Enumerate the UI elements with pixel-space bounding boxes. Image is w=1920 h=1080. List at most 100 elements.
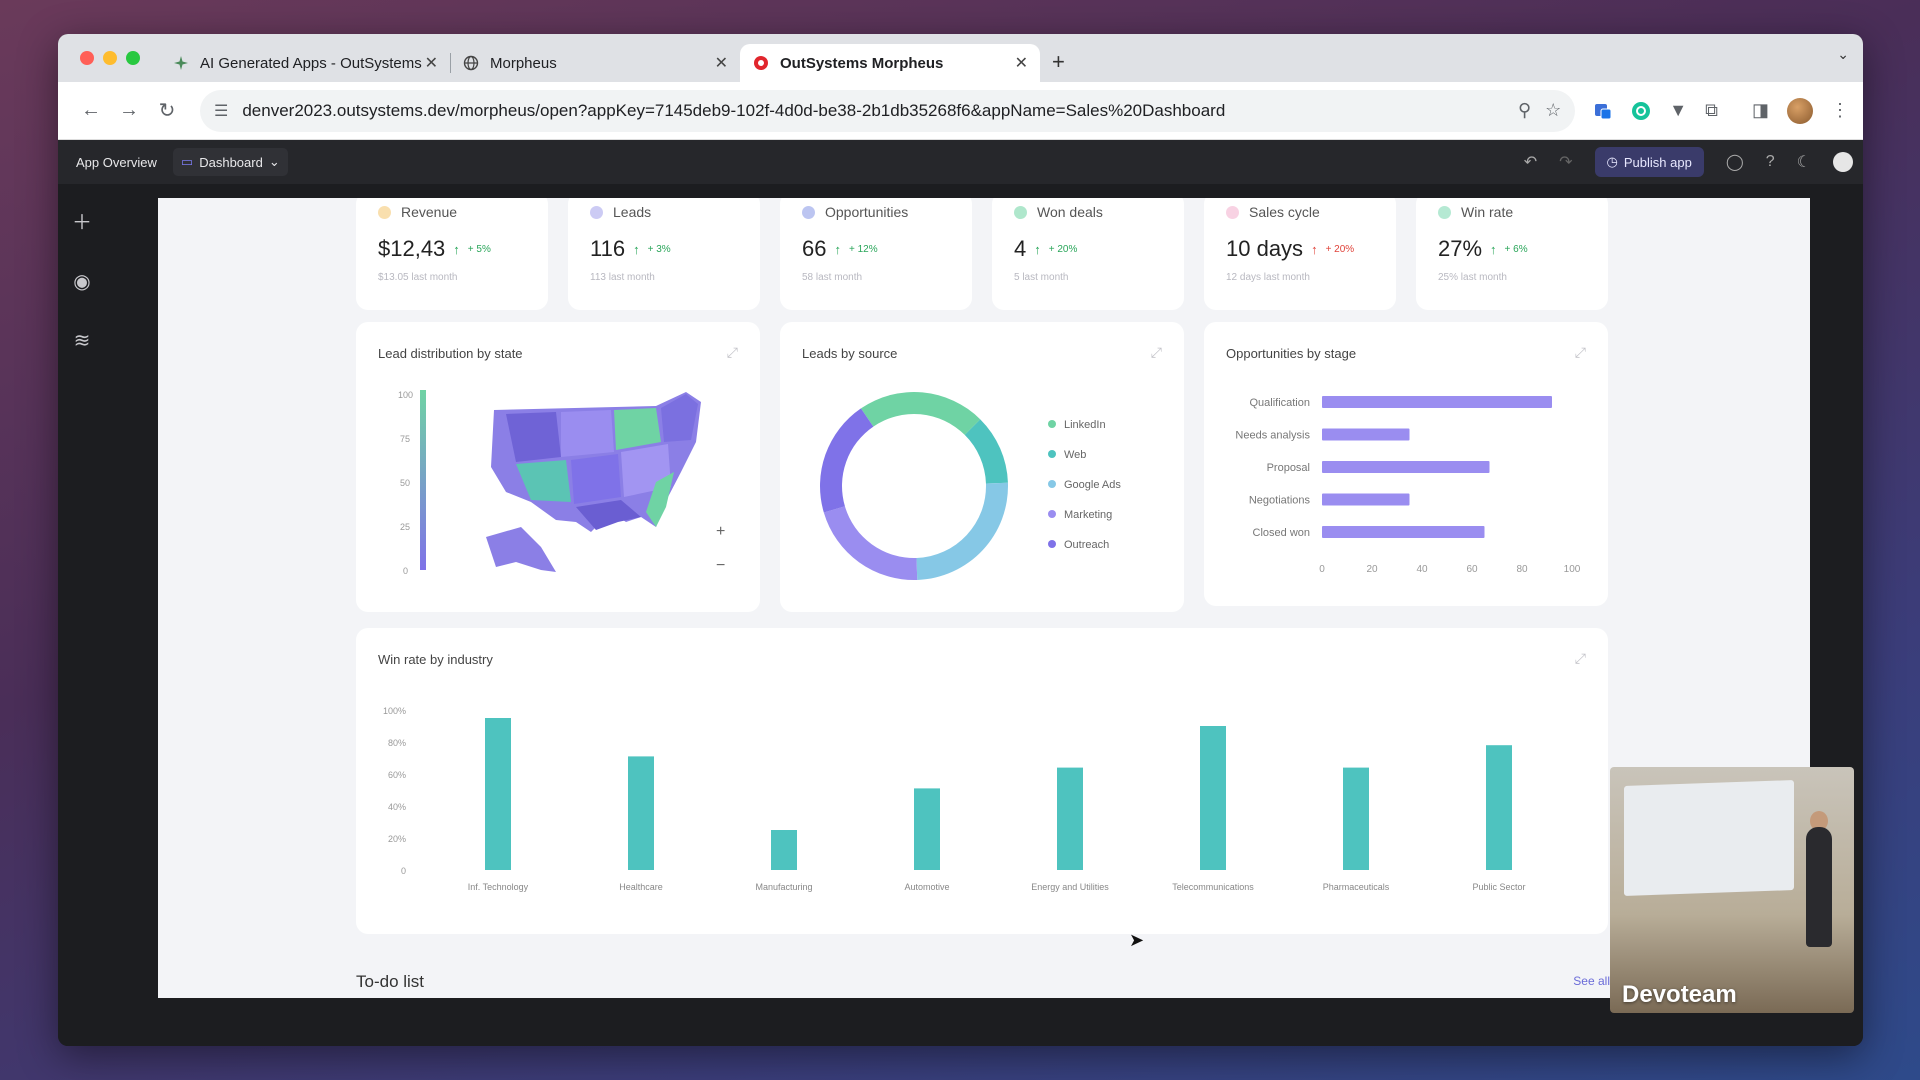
kpi-change: + 20% [1325,243,1355,255]
extension-translate-icon[interactable] [1593,101,1613,121]
close-icon[interactable]: ✕ [714,55,728,72]
kpi-previous: 25% last month [1438,272,1507,283]
layers-icon[interactable]: ≋ [73,330,91,352]
y-tick-label: 20% [388,834,406,844]
tab-label: Morpheus [490,54,557,72]
bar[interactable] [1486,745,1512,870]
window-controls [80,51,140,65]
x-tick-label: 60 [1466,564,1478,575]
tab-ai-generated-apps[interactable]: AI Generated Apps - OutSystems ✕ [160,44,450,82]
kpi-previous: $13.05 last month [378,272,458,283]
bar[interactable] [485,718,511,870]
see-all-link[interactable]: See all [1573,974,1610,988]
bar[interactable] [914,788,940,870]
x-tick-label: 100 [1564,564,1581,575]
arrow-up-icon: ↑ [1311,241,1318,257]
undo-icon[interactable]: ↶ [1523,154,1538,171]
kpi-change: + 12% [848,243,878,255]
tab-outsystems-morpheus[interactable]: OutSystems Morpheus ✕ [740,44,1040,82]
bar[interactable] [771,830,797,870]
scale-tick: 100 [398,390,413,400]
kpi-value: 10 days [1226,236,1304,261]
legend-label: LinkedIn [1064,419,1106,431]
reload-button[interactable]: ↻ [158,100,176,122]
bar[interactable] [1343,767,1369,870]
extensions-puzzle-icon[interactable]: ⧉ [1705,100,1718,120]
kpi-label: Revenue [401,204,458,220]
donut-slice[interactable] [964,419,1008,484]
kpi-previous: 58 last month [802,272,863,283]
card-title: Opportunities by stage [1226,346,1357,361]
bar[interactable] [1322,428,1410,441]
scale-tick: 50 [400,478,410,488]
kpi-icon [1014,205,1027,219]
help-icon[interactable]: ? [1765,153,1775,170]
expand-icon[interactable]: ⤢ [1150,344,1162,360]
back-button[interactable]: ← [81,99,101,121]
donut-slice[interactable] [860,392,981,435]
kpi-card: Sales cycle 10 days ↑ + 20% 12 days last mon… [1204,198,1396,310]
profile-avatar[interactable] [1787,97,1813,124]
zoom-icon[interactable]: ⚲ [1517,100,1532,120]
preview-eye-icon[interactable]: ◉ [73,271,91,293]
minimize-window-button[interactable] [103,51,117,65]
us-states-map[interactable] [486,392,701,572]
browser-window: AI Generated Apps - OutSystems ✕ Morpheu… [58,34,1863,1046]
side-panel-icon[interactable]: ◨ [1751,100,1769,120]
kpi-icon [802,205,815,219]
close-window-button[interactable] [80,51,94,65]
browser-menu-icon[interactable]: ⋮ [1831,100,1849,120]
bar[interactable] [1057,767,1083,870]
expand-icon[interactable]: ⤢ [726,344,738,360]
map-zoom-out-button[interactable]: − [716,557,725,574]
donut-slice[interactable] [916,482,1008,580]
app-overview-button[interactable]: App Overview [76,154,157,170]
donut-slice[interactable] [823,506,918,580]
tab-morpheus[interactable]: Morpheus ✕ [450,44,740,82]
kpi-label: Opportunities [825,204,909,220]
kpi-value: 4 [1014,236,1027,261]
add-icon[interactable]: ＋ [72,212,92,234]
tab-search-icon[interactable]: ⌄ [1837,46,1849,62]
win-rate-by-industry-card: Win rate by industry ⤢ 0 20% 40% 60% 80% 100%… [356,628,1608,934]
url-field[interactable]: ☰ denver2023.outsystems.dev/morpheus/ope… [200,89,1576,132]
category-label: Needs analysis [1235,430,1310,442]
expand-icon[interactable]: ⤢ [1574,650,1586,666]
map-zoom-in-button[interactable]: + [716,523,725,540]
bar[interactable] [1322,396,1552,408]
bar[interactable] [1200,726,1226,870]
publish-app-button[interactable]: ◷ Publish app [1594,147,1704,177]
publish-label: Publish app [1623,154,1692,170]
card-title: Leads by source [802,346,898,361]
tab-label: AI Generated Apps - OutSystems [200,54,422,72]
bookmark-star-icon[interactable]: ☆ [1545,100,1562,120]
app-toolbar: App Overview ▭ Dashboard ⌄ ↶ ↷ ◷ Publish… [58,140,1863,184]
bar[interactable] [1322,493,1410,506]
donut-chart: LinkedIn Web Google Ads Marketing Outreach [820,392,1121,580]
category-label: Closed won [1253,527,1310,539]
vpn-extension-icon[interactable]: ▼ [1669,100,1688,120]
chat-icon[interactable]: ◯ [1725,154,1744,171]
legend-marker [1048,540,1056,548]
forward-button[interactable]: → [119,99,139,121]
expand-icon[interactable]: ⤢ [1574,344,1586,360]
grammarly-icon[interactable] [1631,101,1651,121]
kpi-card: Win rate 27% ↑ + 6% 25% last month [1416,198,1608,310]
dark-mode-icon[interactable]: ☾ [1796,154,1811,171]
site-settings-icon[interactable]: ☰ [214,102,229,120]
bar[interactable] [628,756,654,870]
maximize-window-button[interactable] [126,51,140,65]
scale-tick: 0 [403,566,408,576]
color-scale-bar [420,390,426,570]
close-icon[interactable]: ✕ [424,55,438,72]
bar[interactable] [1322,526,1485,538]
close-icon[interactable]: ✕ [1014,55,1028,72]
y-tick-label: 0 [401,866,406,876]
arrow-up-icon: ↑ [834,241,841,257]
bar[interactable] [1322,461,1490,473]
donut-slice[interactable] [820,408,874,513]
user-avatar[interactable] [1833,152,1853,172]
new-tab-button[interactable]: + [1052,49,1065,74]
redo-icon[interactable]: ↷ [1559,154,1573,171]
page-selector[interactable]: ▭ Dashboard ⌄ [172,148,288,176]
